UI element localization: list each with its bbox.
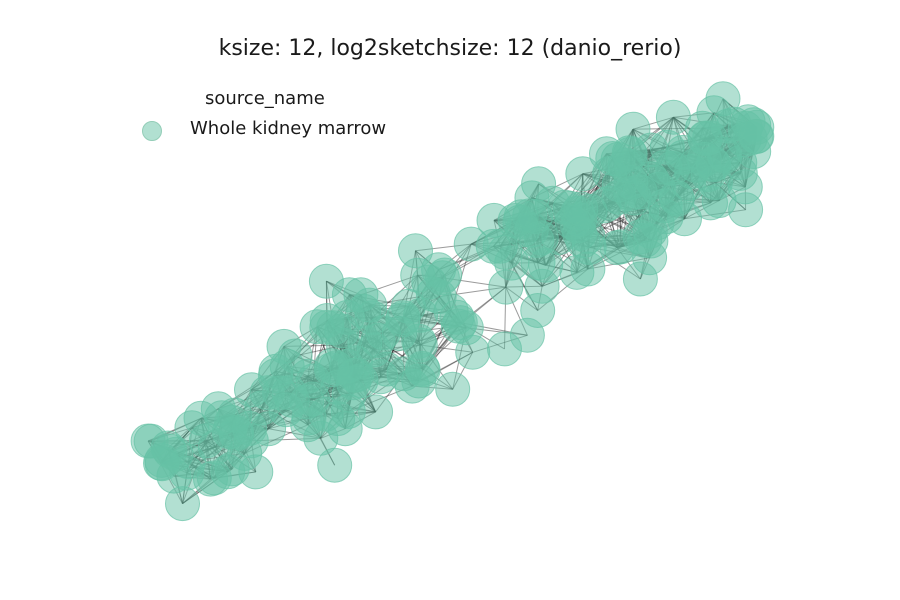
node: [528, 247, 564, 283]
node: [563, 191, 599, 227]
node: [559, 254, 595, 290]
node: [738, 119, 774, 154]
legend-marker: [142, 121, 162, 141]
node: [633, 132, 669, 168]
node: [706, 136, 742, 172]
node: [488, 269, 524, 305]
node: [331, 277, 367, 313]
node: [435, 371, 471, 407]
node: [599, 230, 635, 266]
node: [589, 136, 624, 172]
node: [316, 310, 352, 346]
node: [503, 199, 539, 235]
legend-title: source_name: [205, 88, 325, 109]
node: [133, 423, 169, 459]
legend-label: Whole kidney marrow: [190, 118, 387, 139]
node: [655, 99, 691, 135]
node: [455, 334, 491, 370]
node: [234, 372, 269, 408]
node: [210, 454, 246, 490]
chart-title: ksize: 12, log2sketchsize: 12 (danio_rer…: [218, 36, 682, 61]
node: [475, 228, 511, 264]
node: [327, 411, 363, 447]
node: [360, 322, 396, 358]
node: [674, 154, 710, 189]
node: [622, 261, 658, 297]
node: [398, 233, 433, 269]
node: [659, 181, 695, 217]
node: [183, 400, 219, 436]
nodes-layer: [130, 81, 775, 522]
node: [403, 297, 439, 333]
node: [317, 447, 353, 483]
node: [613, 176, 649, 211]
node: [433, 293, 469, 329]
node: [358, 394, 394, 430]
node: [487, 331, 522, 367]
node: [211, 414, 247, 450]
node: [314, 348, 350, 384]
node: [258, 353, 294, 389]
node: [728, 192, 764, 228]
